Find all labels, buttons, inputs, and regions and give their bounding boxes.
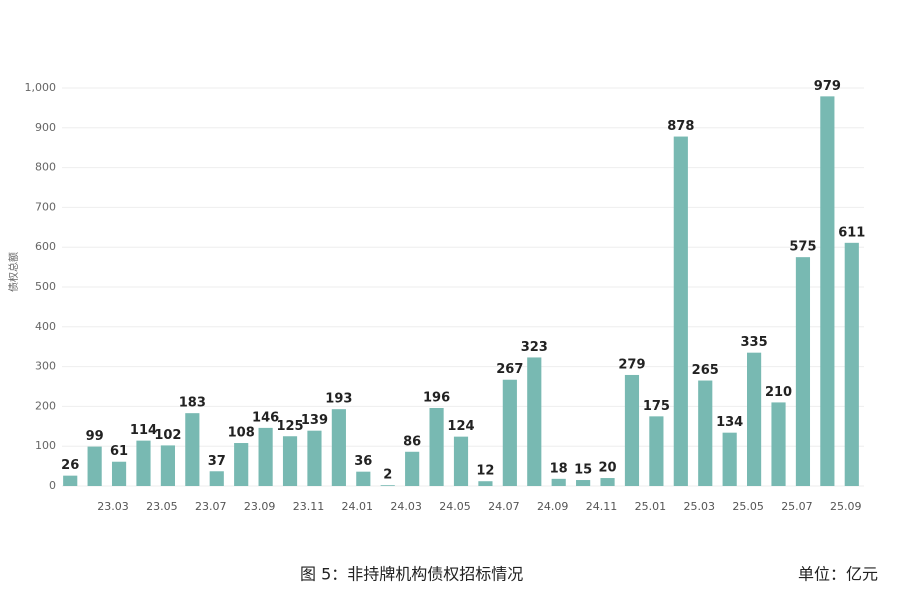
bar (63, 475, 78, 486)
caption: 图 5：非持牌机构债权招标情况 (300, 565, 523, 584)
bar (160, 445, 175, 486)
bar (209, 471, 224, 486)
y-tick-label: 800 (35, 161, 56, 174)
value-label: 18 (550, 461, 568, 476)
value-label: 575 (789, 240, 816, 255)
value-label: 210 (765, 385, 792, 400)
value-label: 99 (86, 429, 104, 444)
y-tick-label: 300 (35, 360, 56, 373)
bar (405, 451, 420, 486)
bar (649, 416, 664, 486)
value-label: 12 (476, 464, 494, 479)
x-tick-label: 24.01 (342, 500, 374, 513)
bar (600, 478, 615, 486)
value-label: 37 (208, 454, 226, 469)
y-axis-label: 债权总额 (7, 252, 20, 292)
y-tick-label: 900 (35, 121, 56, 134)
x-tick-label: 25.03 (683, 500, 715, 513)
value-label: 102 (154, 428, 181, 443)
value-label: 175 (643, 399, 670, 414)
x-tick-label: 23.09 (244, 500, 276, 513)
value-label: 979 (814, 79, 841, 94)
value-label: 15 (574, 463, 592, 478)
value-label: 125 (276, 419, 303, 434)
x-tick-label: 23.07 (195, 500, 227, 513)
value-label: 279 (618, 357, 645, 372)
bar (258, 427, 273, 486)
y-tick-label: 500 (35, 280, 56, 293)
value-label: 193 (325, 392, 352, 407)
bar (576, 480, 591, 486)
value-label: 183 (179, 396, 206, 411)
bar (136, 440, 151, 486)
x-tick-label: 24.05 (439, 500, 471, 513)
x-tick-label: 24.11 (586, 500, 618, 513)
x-tick-label: 23.05 (146, 500, 178, 513)
bar (698, 380, 713, 486)
x-tick-label: 24.09 (537, 500, 569, 513)
y-tick-label: 400 (35, 320, 56, 333)
bar (429, 407, 444, 486)
bar (111, 461, 127, 486)
value-label: 61 (110, 444, 128, 459)
y-tick-label: 200 (35, 399, 56, 412)
bar (185, 413, 200, 486)
y-tick-label: 100 (35, 439, 56, 452)
bar (722, 432, 737, 486)
value-label: 323 (521, 340, 548, 355)
bar (282, 436, 298, 486)
value-label: 86 (403, 434, 421, 449)
bar (747, 352, 762, 486)
value-label: 265 (692, 363, 719, 378)
value-label: 36 (354, 454, 372, 469)
bar (844, 242, 859, 486)
bar (673, 136, 688, 486)
value-label: 335 (741, 335, 768, 350)
bar (820, 96, 835, 486)
value-label: 611 (838, 225, 865, 240)
value-label: 267 (496, 362, 523, 377)
value-label: 114 (130, 423, 157, 438)
value-label: 124 (447, 419, 474, 434)
x-tick-label: 25.09 (830, 500, 862, 513)
bar (331, 409, 346, 486)
value-label: 134 (716, 415, 743, 430)
bar (453, 436, 469, 486)
x-tick-label: 23.11 (293, 500, 325, 513)
bar (551, 478, 566, 486)
value-label: 108 (228, 426, 255, 441)
value-label: 146 (252, 410, 279, 425)
value-label: 878 (667, 119, 694, 134)
x-tick-label: 24.03 (390, 500, 422, 513)
bar (502, 379, 517, 486)
bar (234, 443, 249, 486)
y-tick-label: 700 (35, 200, 56, 213)
x-tick-label: 25.07 (781, 500, 813, 513)
bar (356, 471, 371, 486)
bar (307, 430, 322, 486)
bar (87, 446, 102, 486)
unit: 单位：亿元 (798, 565, 878, 584)
x-tick-label: 25.01 (635, 500, 667, 513)
value-label: 2 (383, 468, 392, 483)
bar (624, 374, 640, 486)
x-tick-label: 23.03 (97, 500, 129, 513)
bar (380, 485, 395, 486)
x-tick-label: 24.07 (488, 500, 520, 513)
y-tick-label: 1,000 (25, 81, 57, 94)
y-tick-label: 0 (49, 479, 56, 492)
value-label: 20 (598, 461, 616, 476)
value-label: 26 (61, 458, 79, 473)
value-label: 196 (423, 390, 450, 405)
bar (478, 481, 493, 486)
bar (795, 257, 811, 486)
bar (527, 357, 542, 486)
bar (771, 402, 786, 486)
x-tick-label: 25.05 (732, 500, 764, 513)
y-tick-label: 600 (35, 240, 56, 253)
value-label: 139 (301, 413, 328, 428)
